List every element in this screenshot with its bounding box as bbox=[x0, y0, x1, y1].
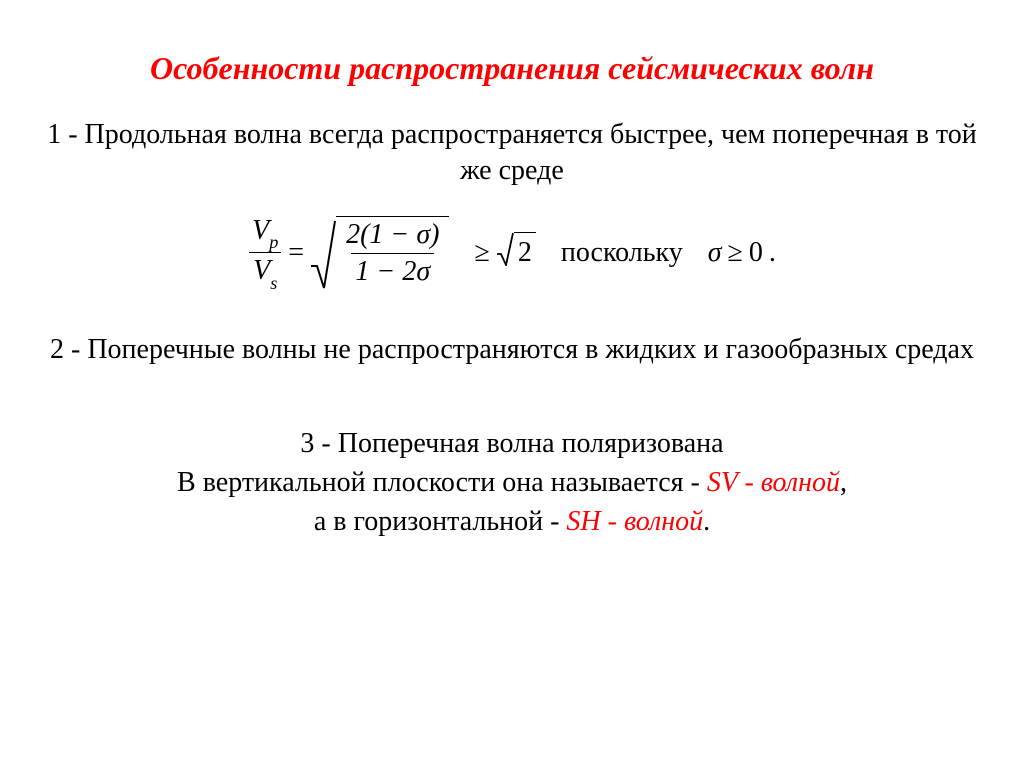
sv-wave-label: SV - волной bbox=[707, 467, 840, 498]
line2-comma: , bbox=[840, 467, 847, 498]
slide: Особенности распространения сейсмических… bbox=[0, 0, 1024, 767]
p-subscript: p bbox=[269, 232, 278, 252]
formula-row: Vp Vs = 2(1 − σ) 1 − 2σ bbox=[40, 215, 984, 291]
ge-sqrt2: ≥ 2 bbox=[474, 232, 535, 274]
radical-icon bbox=[310, 216, 336, 290]
zero-value: 0 bbox=[749, 237, 763, 269]
point-3-line2: В вертикальной плоскости она называется … bbox=[40, 463, 984, 502]
sigma-symbol: σ bbox=[708, 237, 722, 269]
point-1: 1 - Продольная волна всегда распространя… bbox=[40, 117, 984, 190]
sigma-fraction: 2(1 − σ) 1 − 2σ bbox=[342, 219, 443, 288]
sqrt-big: 2(1 − σ) 1 − 2σ bbox=[310, 216, 449, 290]
line3-dot: . bbox=[703, 506, 710, 537]
vp-symbol: V bbox=[252, 215, 269, 246]
point-3: 3 - Поперечная волна поляризована В верт… bbox=[40, 424, 984, 542]
since-text: поскольку bbox=[561, 237, 683, 269]
s-subscript: s bbox=[270, 273, 277, 293]
line3-text: а в горизонтальной - bbox=[314, 506, 567, 537]
sh-wave-label: SH - волной bbox=[566, 506, 703, 537]
point-3-line3: а в горизонтальной - SH - волной. bbox=[40, 502, 984, 541]
point-3-line1: 3 - Поперечная волна поляризована bbox=[40, 424, 984, 463]
numerator-text: 2(1 − σ) bbox=[346, 219, 439, 250]
vp-over-vs: Vp Vs bbox=[248, 215, 282, 291]
point-2: 2 - Поперечные волны не распространяются… bbox=[40, 331, 984, 369]
sqrt-small: 2 bbox=[496, 232, 536, 274]
ge-sign-1: ≥ bbox=[474, 237, 489, 269]
radical-small-icon bbox=[496, 232, 514, 274]
vs-symbol: V bbox=[253, 255, 270, 286]
period: . bbox=[769, 237, 776, 269]
denominator-text: 1 − 2σ bbox=[355, 256, 430, 287]
sqrt2-value: 2 bbox=[514, 232, 536, 274]
line2-text: В вертикальной плоскости она называется … bbox=[177, 467, 707, 498]
equals-sign: = bbox=[288, 237, 304, 269]
slide-title: Особенности распространения сейсмических… bbox=[40, 50, 984, 87]
ge-sign-2: ≥ bbox=[728, 237, 743, 269]
sigma-ge-zero: σ ≥ 0. bbox=[708, 237, 776, 269]
ratio-expression: Vp Vs = 2(1 − σ) 1 − 2σ bbox=[248, 215, 449, 291]
